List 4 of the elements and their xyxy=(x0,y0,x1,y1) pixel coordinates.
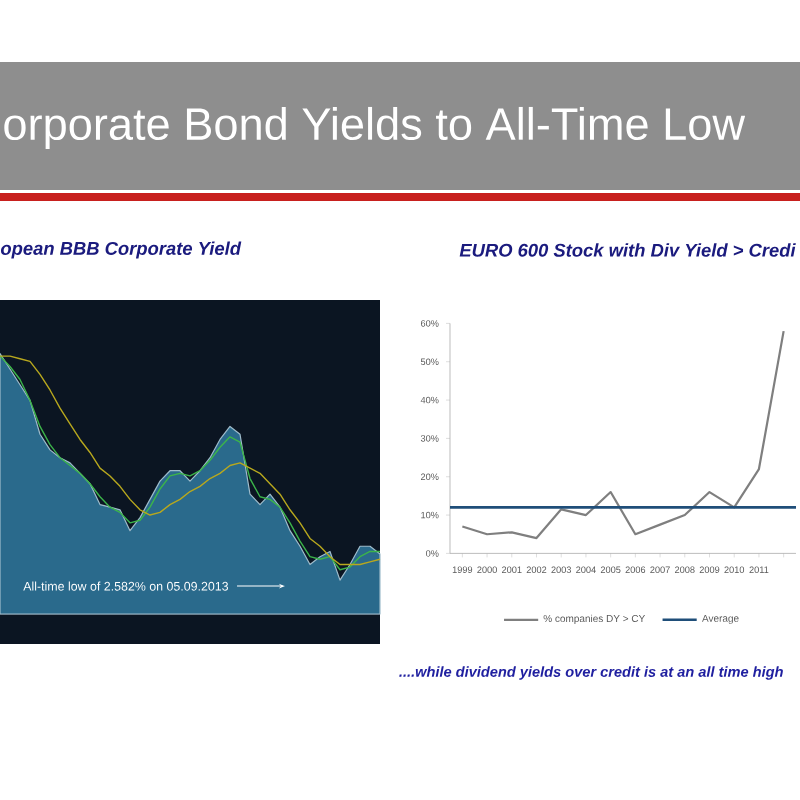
line-series xyxy=(461,329,785,540)
chart-title: opean BBB Corporate Yield xyxy=(0,241,242,259)
text: orporate Bond Yields to All-Time Low xyxy=(4,106,746,150)
chart-title: EURO 600 Stock with Div Yield > Credi xyxy=(459,243,796,257)
